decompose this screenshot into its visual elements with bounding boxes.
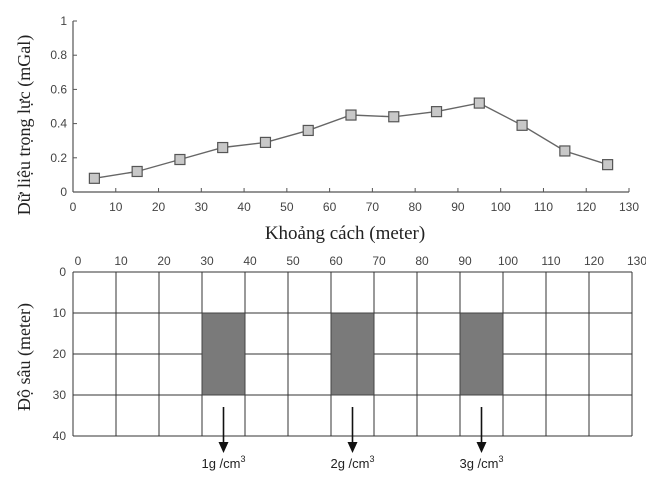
gravity-x-axis-label: Khoảng cách (meter) xyxy=(265,223,425,244)
gravity-x-tick-label: 0 xyxy=(70,200,77,214)
gravity-x-tick-label: 100 xyxy=(491,200,511,214)
gravity-data-point xyxy=(260,137,270,147)
gravity-x-tick-label: 40 xyxy=(237,200,251,214)
gravity-x-tick-label: 50 xyxy=(280,200,294,214)
gravity-x-tick-label: 30 xyxy=(195,200,209,214)
gravity-data-point xyxy=(89,173,99,183)
gravity-x-tick-label: 130 xyxy=(619,200,639,214)
gravity-y-tick-label: 0.2 xyxy=(50,151,67,165)
subsurface-y-tick-label: 20 xyxy=(53,347,67,361)
subsurface-x-tick-label: 20 xyxy=(157,254,171,268)
gravity-y-axis-label: Dữ liệu trọng lực (mGal) xyxy=(14,35,35,215)
depth-axis-label: Độ sâu (meter) xyxy=(14,303,35,411)
subsurface-x-tick-label: 40 xyxy=(243,254,257,268)
density-value: 3g /cm xyxy=(459,456,498,471)
gravity-y-tick-label: 0.4 xyxy=(50,117,67,131)
subsurface-model: 0 10 20 30 40 50 60 70 80 90 100 110 120 130 0 10 20 30 40… xyxy=(14,254,646,471)
gravity-data-point xyxy=(346,110,356,120)
density-label: 2g /cm3 xyxy=(330,454,374,471)
density-arrow-head xyxy=(348,442,358,453)
subsurface-y-tick-label: 30 xyxy=(53,388,67,402)
gravity-data-point xyxy=(560,146,570,156)
gravity-x-tick-label: 20 xyxy=(152,200,166,214)
gravity-x-tick-label: 90 xyxy=(451,200,465,214)
subsurface-x-tick-label: 50 xyxy=(286,254,300,268)
gravity-x-tick-label: 110 xyxy=(534,200,553,214)
subsurface-x-tick-label: 100 xyxy=(498,254,518,268)
gravity-x-tick-label: 60 xyxy=(323,200,337,214)
subsurface-x-tick-label: 60 xyxy=(329,254,343,268)
gravity-data-point xyxy=(432,107,442,117)
gravity-data-point xyxy=(517,120,527,130)
subsurface-x-tick-label: 110 xyxy=(541,254,560,268)
gravity-x-tick-label: 120 xyxy=(576,200,596,214)
gravity-data-point xyxy=(218,143,228,153)
subsurface-y-tick-label: 10 xyxy=(53,306,67,320)
gravity-data-point xyxy=(132,166,142,176)
gravity-data-point xyxy=(303,125,313,135)
gravity-data-point xyxy=(474,98,484,108)
density-arrow-head xyxy=(477,442,487,453)
density-exponent: 3 xyxy=(370,454,375,464)
gravity-y-tick-label: 0 xyxy=(60,185,67,199)
gravity-data-point xyxy=(603,160,613,170)
gravity-profile-chart: 0 10 20 30 40 50 60 70 80 90 100 110 120 130 0 0.2 0.4 0.… xyxy=(14,14,639,244)
subsurface-x-tick-label: 0 xyxy=(75,254,82,268)
density-arrows: 1g /cm3 2g /cm3 3g /cm3 xyxy=(201,407,503,471)
density-arrow-head xyxy=(219,442,229,453)
subsurface-x-tick-label: 90 xyxy=(458,254,472,268)
density-label: 3g /cm3 xyxy=(459,454,503,471)
subsurface-x-tick-label: 80 xyxy=(415,254,429,268)
density-body xyxy=(460,313,503,395)
gravity-data-point xyxy=(389,112,399,122)
subsurface-x-tick-label: 120 xyxy=(584,254,604,268)
gravity-data-point xyxy=(175,155,185,165)
gravity-x-tick-label: 80 xyxy=(408,200,422,214)
gravity-y-tick-label: 0.6 xyxy=(50,82,67,96)
density-value: 2g /cm xyxy=(330,456,369,471)
gravity-y-tick-label: 0.8 xyxy=(50,48,67,62)
subsurface-x-tick-label: 70 xyxy=(372,254,386,268)
density-body xyxy=(202,313,245,395)
gravity-x-tick-label: 10 xyxy=(109,200,123,214)
density-value: 1g /cm xyxy=(201,456,240,471)
subsurface-y-tick-label: 40 xyxy=(53,429,67,443)
gravity-series xyxy=(89,98,612,183)
gravity-chart-ticks: 0 10 20 30 40 50 60 70 80 90 100 110 120 130 0 0.2 0.4 0.… xyxy=(50,14,639,214)
density-body xyxy=(331,313,374,395)
subsurface-y-tick-label: 0 xyxy=(59,265,66,279)
gravity-y-tick-label: 1 xyxy=(60,14,67,28)
density-exponent: 3 xyxy=(241,454,246,464)
subsurface-x-tick-label: 30 xyxy=(200,254,214,268)
subsurface-x-tick-label: 130 xyxy=(627,254,646,268)
gravity-x-tick-label: 70 xyxy=(366,200,380,214)
subsurface-x-tick-label: 10 xyxy=(114,254,128,268)
density-label: 1g /cm3 xyxy=(201,454,245,471)
density-exponent: 3 xyxy=(499,454,504,464)
